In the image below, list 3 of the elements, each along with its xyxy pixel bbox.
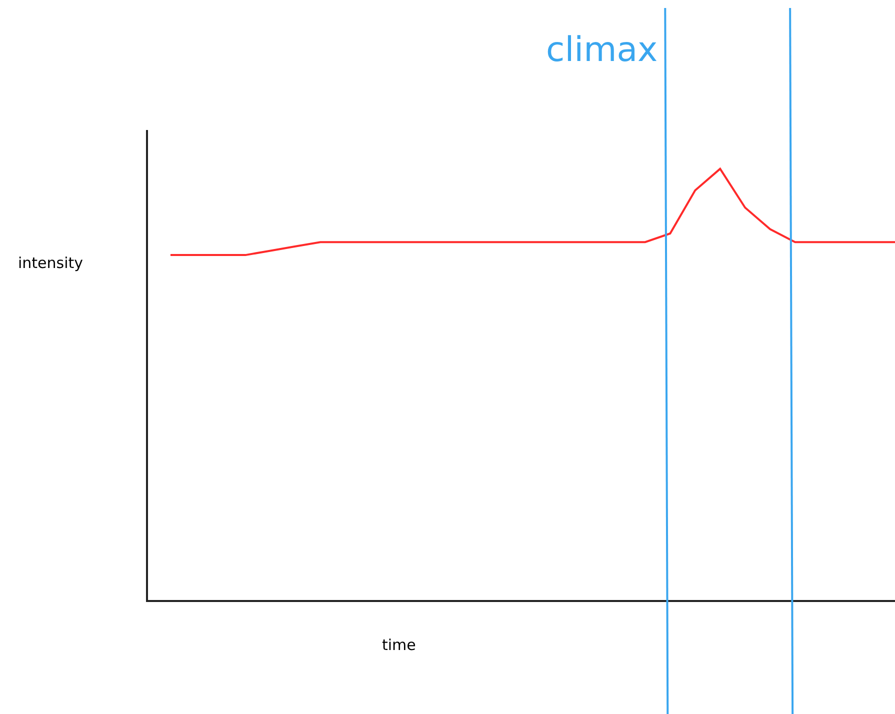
text: climax (546, 30, 658, 70)
x-axis-title: time (382, 636, 416, 654)
y-axis-title: intensity (18, 254, 84, 272)
